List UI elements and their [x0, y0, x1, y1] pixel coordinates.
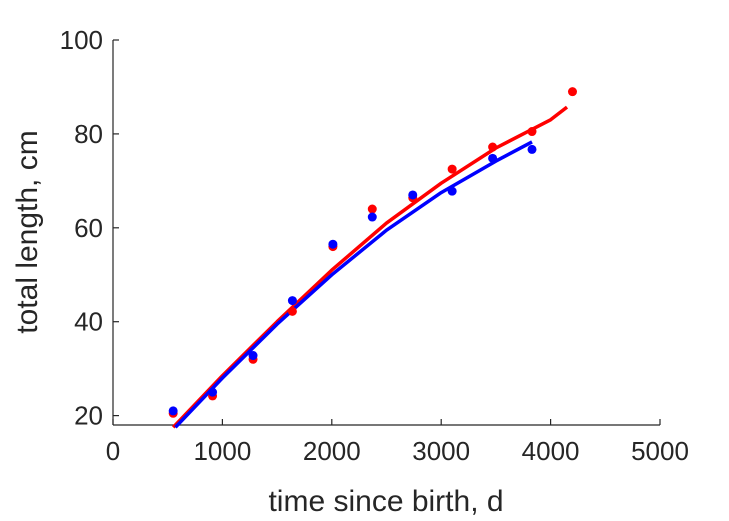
- y-tick-label: 60: [74, 213, 103, 243]
- data-point-series-2: [408, 190, 418, 200]
- data-point-series-1: [367, 204, 377, 214]
- data-point-series-2: [287, 296, 297, 306]
- y-tick-label: 100: [60, 25, 103, 55]
- data-point-series-1: [488, 142, 498, 152]
- y-tick-label: 20: [74, 401, 103, 431]
- data-point-series-2: [328, 239, 338, 249]
- y-tick-label: 80: [74, 119, 103, 149]
- data-point-series-1: [527, 127, 537, 137]
- x-axis-label: time since birth, d: [268, 485, 503, 518]
- data-point-series-1: [567, 87, 577, 97]
- y-tick-label: 40: [74, 307, 103, 337]
- y-axis-label: total length, cm: [11, 130, 44, 333]
- x-tick-label: 4000: [522, 436, 580, 466]
- data-point-series-1: [447, 164, 457, 174]
- axes: 0 1000 2000 3000 4000 5000 20 40 60 80 100: [60, 25, 689, 466]
- data-point-series-2: [527, 144, 537, 154]
- data-point-series-2: [488, 153, 498, 163]
- data-point-series-1: [287, 306, 297, 316]
- data-point-series-2: [447, 186, 457, 196]
- data-point-series-2: [248, 351, 258, 361]
- x-tick-label: 3000: [412, 436, 470, 466]
- x-tick-label: 1000: [193, 436, 251, 466]
- data-point-series-2: [168, 406, 178, 416]
- data-point-series-2: [208, 387, 218, 397]
- x-tick-label: 0: [106, 436, 120, 466]
- x-tick-label: 2000: [303, 436, 361, 466]
- x-tick-label: 5000: [631, 436, 689, 466]
- data-points: [168, 87, 577, 418]
- data-point-series-2: [367, 212, 377, 222]
- fit-line-series-2: [174, 140, 533, 429]
